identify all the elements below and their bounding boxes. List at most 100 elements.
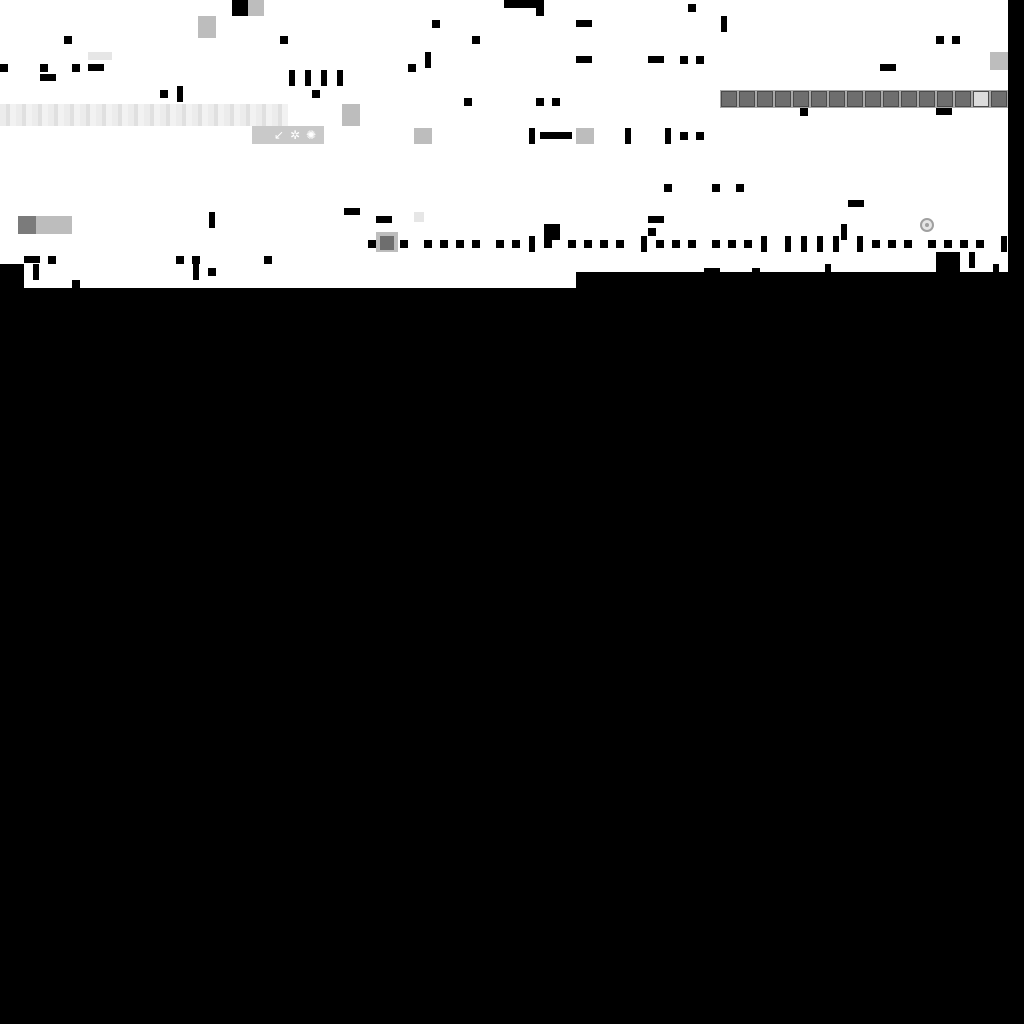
- wall-segment: [284, 70, 300, 86]
- inventory-slot[interactable]: [901, 91, 917, 107]
- wall-segment: [376, 212, 400, 228]
- door-icon[interactable]: [198, 16, 216, 38]
- wall-segment: [636, 236, 652, 252]
- floor-dot: [652, 236, 668, 252]
- item-sprite-icon[interactable]: [990, 52, 1008, 70]
- item-sprite-icon[interactable]: ↙: [274, 128, 285, 142]
- map-row: [0, 204, 1008, 220]
- floor-dot: [676, 128, 692, 144]
- floor-dot: [724, 236, 740, 252]
- spiral-portal-icon[interactable]: [920, 218, 934, 232]
- wall-segment: [204, 212, 220, 228]
- inventory-slot[interactable]: [865, 91, 881, 107]
- floor-dot: [924, 236, 940, 252]
- floor-dot: [188, 252, 204, 268]
- floor-dot: [468, 32, 484, 48]
- floor-dot: [948, 32, 964, 48]
- floor-dot: [596, 236, 612, 252]
- wall-segment: [172, 86, 188, 102]
- wall-segment: [648, 52, 672, 68]
- map-row: [0, 196, 1008, 212]
- item-sprite-icon[interactable]: [576, 128, 594, 144]
- floor-dot: [708, 236, 724, 252]
- item-pile[interactable]: ↙ ✲ ✺: [252, 126, 324, 144]
- corridor-row: [0, 236, 1008, 252]
- floor-dot: [156, 86, 172, 102]
- map-row: [0, 0, 1008, 16]
- map-row: [0, 128, 1008, 144]
- wall-segment: [24, 252, 40, 268]
- floor-dot: [492, 236, 508, 252]
- map-row: [0, 224, 1008, 240]
- inventory-slot[interactable]: [775, 91, 791, 107]
- map-row: [0, 86, 1008, 102]
- wall-tile: [232, 0, 248, 16]
- floor-dot: [644, 224, 660, 240]
- wall-segment: [756, 236, 772, 252]
- floor-dot: [796, 104, 812, 120]
- item-sprite-icon[interactable]: [414, 212, 424, 222]
- inventory-slot[interactable]: [739, 91, 755, 107]
- player-icon[interactable]: [376, 232, 398, 252]
- floor-dot: [692, 128, 708, 144]
- floor-dot: [308, 86, 324, 102]
- map-row: [0, 212, 1008, 232]
- wall-segment: [936, 104, 968, 120]
- floor-dot: [468, 236, 484, 252]
- floor-dot: [404, 60, 420, 76]
- door-icon[interactable]: [342, 104, 360, 126]
- inventory-slot[interactable]: [991, 91, 1007, 107]
- inventory-slot[interactable]: [811, 91, 827, 107]
- item-sprite-icon[interactable]: ✺: [306, 128, 317, 142]
- wall-segment: [540, 128, 556, 144]
- fog-strip: [0, 104, 288, 126]
- inventory-slot[interactable]: [847, 91, 863, 107]
- floor-dot: [612, 236, 628, 252]
- floor-dot: [60, 32, 76, 48]
- map-row: [0, 252, 1008, 272]
- inventory-slot[interactable]: [757, 91, 773, 107]
- floor-dot: [460, 94, 476, 110]
- inventory-slot[interactable]: [883, 91, 899, 107]
- inventory-slot[interactable]: [829, 91, 845, 107]
- inventory-slot[interactable]: [721, 91, 737, 107]
- item-sprite-icon[interactable]: [88, 52, 112, 60]
- wall-segment: [828, 236, 844, 252]
- wall-tile: [0, 264, 24, 288]
- inventory-slot[interactable]: [937, 91, 953, 107]
- wall-segment: [620, 128, 636, 144]
- wall-segment: [648, 212, 664, 228]
- wall-segment: [28, 264, 44, 288]
- wall-segment: [848, 196, 864, 212]
- item-sprite-icon[interactable]: [414, 128, 432, 144]
- item-sprite-icon: [18, 216, 36, 234]
- floor-dot: [44, 252, 60, 268]
- wall-segment: [40, 70, 56, 86]
- wall-segment: [556, 128, 576, 144]
- inventory-slot[interactable]: [955, 91, 971, 107]
- floor-dot: [684, 0, 700, 16]
- map-row: [0, 70, 1008, 86]
- wall-tile: [936, 252, 960, 272]
- wall-segment: [524, 128, 540, 144]
- item-sprite-icon[interactable]: [248, 0, 264, 16]
- wall-segment: [88, 60, 112, 76]
- wall-segment: [420, 52, 436, 68]
- wall-segment: [332, 70, 348, 86]
- map-row: [0, 94, 1008, 110]
- wall-tile: [536, 0, 544, 16]
- inventory-slot[interactable]: [919, 91, 935, 107]
- game-map[interactable]: ↙ ✲ ✺: [0, 0, 1008, 288]
- inventory-bar[interactable]: [720, 90, 1008, 108]
- item-sprite-icon[interactable]: ✲: [290, 128, 301, 142]
- floor-dot: [884, 236, 900, 252]
- wall-segment: [188, 264, 204, 288]
- wall-segment: [344, 204, 360, 220]
- floor-dot: [508, 236, 524, 252]
- floor-dot: [364, 236, 380, 252]
- inventory-slot[interactable]: [793, 91, 809, 107]
- wall-segment: [660, 128, 676, 144]
- inventory-slot[interactable]: [973, 91, 989, 107]
- floor-dot: [540, 236, 556, 252]
